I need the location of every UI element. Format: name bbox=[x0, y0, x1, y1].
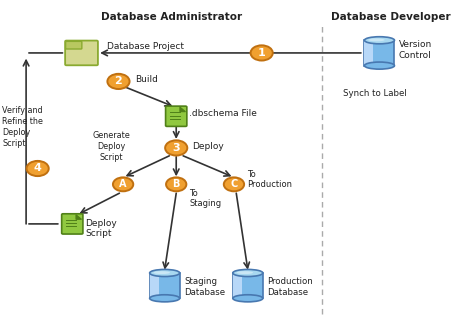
Bar bbox=[149, 273, 180, 298]
Bar bbox=[233, 273, 263, 298]
Ellipse shape bbox=[364, 37, 395, 44]
Ellipse shape bbox=[364, 62, 395, 69]
Ellipse shape bbox=[233, 295, 263, 302]
FancyBboxPatch shape bbox=[62, 214, 83, 234]
Circle shape bbox=[27, 161, 49, 176]
Polygon shape bbox=[76, 215, 82, 219]
Bar bbox=[149, 273, 159, 298]
Circle shape bbox=[107, 74, 129, 89]
Text: Build: Build bbox=[134, 75, 157, 84]
Bar bbox=[364, 40, 395, 66]
Bar bbox=[233, 273, 242, 298]
Polygon shape bbox=[180, 107, 185, 112]
Text: Database Developer: Database Developer bbox=[331, 12, 451, 22]
Circle shape bbox=[251, 45, 273, 60]
FancyBboxPatch shape bbox=[65, 41, 98, 65]
Text: Database Administrator: Database Administrator bbox=[101, 12, 242, 22]
Ellipse shape bbox=[149, 269, 180, 277]
Text: Version
Control: Version Control bbox=[399, 40, 432, 60]
Bar bbox=[364, 40, 374, 66]
Ellipse shape bbox=[237, 271, 253, 274]
Circle shape bbox=[224, 177, 244, 191]
Ellipse shape bbox=[368, 38, 385, 41]
Text: To
Staging: To Staging bbox=[189, 189, 221, 209]
Text: Deploy: Deploy bbox=[192, 142, 224, 151]
FancyBboxPatch shape bbox=[166, 106, 187, 126]
Ellipse shape bbox=[233, 269, 263, 277]
Circle shape bbox=[166, 177, 186, 191]
Text: Generate
Deploy
Script: Generate Deploy Script bbox=[92, 131, 130, 162]
Ellipse shape bbox=[153, 271, 170, 274]
FancyBboxPatch shape bbox=[65, 41, 82, 49]
Text: B: B bbox=[172, 179, 180, 189]
Ellipse shape bbox=[149, 295, 180, 302]
Text: Database Project: Database Project bbox=[107, 42, 184, 51]
Text: A: A bbox=[120, 179, 127, 189]
Text: To
Production: To Production bbox=[247, 170, 292, 189]
Text: Production
Database: Production Database bbox=[267, 277, 313, 297]
Text: .dbschema File: .dbschema File bbox=[189, 108, 257, 118]
Text: 2: 2 bbox=[114, 76, 122, 86]
Text: Staging
Database: Staging Database bbox=[184, 277, 225, 297]
Text: Synch to Label: Synch to Label bbox=[343, 89, 407, 98]
Text: 4: 4 bbox=[34, 163, 42, 174]
Text: 1: 1 bbox=[258, 48, 266, 58]
Text: Deploy
Script: Deploy Script bbox=[85, 219, 117, 238]
Text: C: C bbox=[230, 179, 238, 189]
Text: Verify and
Refine the
Deploy
Script: Verify and Refine the Deploy Script bbox=[2, 106, 43, 149]
Circle shape bbox=[113, 177, 133, 191]
Text: 3: 3 bbox=[172, 143, 180, 153]
Circle shape bbox=[165, 140, 187, 156]
